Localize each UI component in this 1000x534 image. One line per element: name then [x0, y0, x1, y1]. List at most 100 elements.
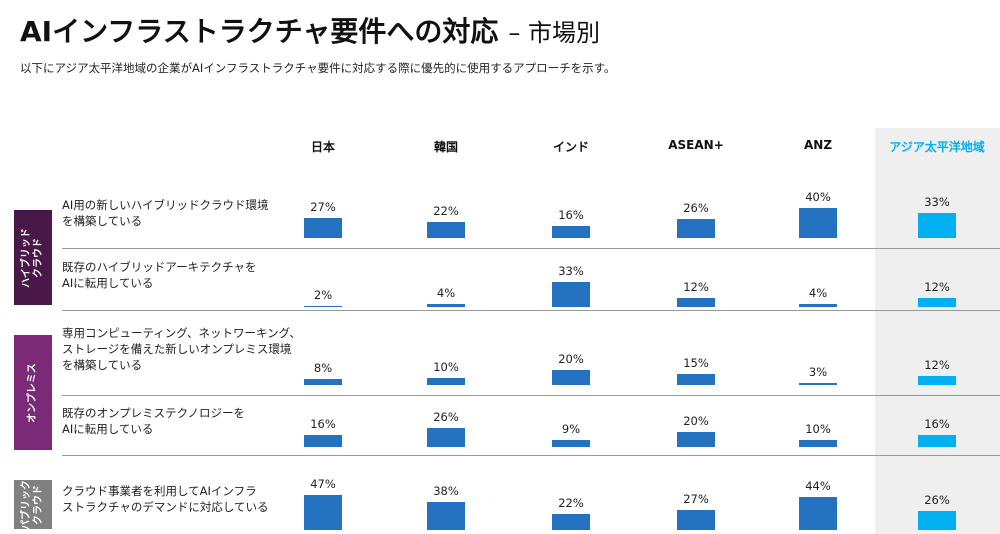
highlight-column	[875, 128, 1000, 534]
group-label: ハイブリッド クラウド	[14, 210, 52, 305]
value-label: 40%	[805, 190, 831, 204]
row-label-line: 既存のオンプレミステクノロジーを	[62, 406, 245, 420]
value-label: 22%	[558, 495, 584, 510]
bar	[918, 435, 956, 447]
bar	[427, 377, 465, 385]
subtitle: 以下にアジア太平洋地域の企業がAIインフラストラクチャ要件に対応する際に優先的に…	[20, 61, 616, 75]
value-label: 20%	[558, 352, 584, 366]
value-label: 15%	[683, 355, 709, 370]
value-label: 4%	[808, 286, 828, 300]
title: AIインフラストラクチャ要件への対応 – 市場別	[20, 10, 600, 50]
row-divider	[62, 395, 1000, 396]
bar	[304, 435, 342, 447]
row-label-line: 既存のハイブリッドアーキテクチャを	[62, 260, 257, 274]
row-label-line: を構築している	[62, 357, 143, 372]
column-header: ASEAN+	[668, 138, 724, 152]
group-label-text: オンプレミス	[27, 363, 39, 423]
value-label: 8%	[313, 361, 333, 375]
bar	[552, 282, 590, 307]
bar	[552, 226, 590, 238]
value-label: 47%	[310, 476, 336, 491]
bar	[552, 513, 590, 530]
group-label-line: パブリック	[21, 479, 32, 530]
value-label: 33%	[924, 195, 950, 210]
row-label: クラウド事業者を利用してAIインフラ ストラクチャのデマンドに対応している	[62, 483, 269, 515]
bar	[677, 373, 715, 385]
value-label: 26%	[433, 409, 459, 424]
value-label: 44%	[805, 479, 831, 493]
bar	[427, 501, 465, 530]
row-label-line: 専用コンピューティング、ネットワーキング、	[62, 325, 301, 340]
value-label: 10%	[433, 359, 459, 374]
row-label-line: クラウド事業者を利用してAIインフラ	[62, 483, 257, 498]
bar	[304, 217, 342, 238]
row-label-line: AIに転用している	[62, 422, 154, 436]
group-label-line: クラウド	[33, 237, 44, 278]
group-label-line: クラウド	[33, 484, 44, 525]
bar	[677, 218, 715, 238]
value-label: 27%	[310, 199, 336, 214]
value-label: 22%	[433, 203, 459, 218]
value-label: 9%	[561, 422, 581, 437]
column-header: インド	[552, 140, 589, 154]
bar	[304, 379, 342, 385]
row-label-line: を構築している	[62, 213, 143, 228]
value-label: 12%	[683, 280, 709, 294]
bar	[918, 298, 956, 307]
value-label: 27%	[683, 491, 709, 506]
bar	[677, 298, 715, 307]
row-label: 既存のハイブリッドアーキテクチャを AIに転用している	[62, 259, 256, 291]
column-header: アジア太平洋地域	[889, 140, 985, 154]
column-header: 韓国	[433, 140, 458, 154]
bar	[427, 427, 465, 447]
value-label: 2%	[313, 287, 333, 302]
bar	[552, 440, 590, 447]
value-label: 16%	[924, 417, 950, 431]
value-label: 12%	[924, 280, 950, 294]
bar	[677, 432, 715, 447]
group-label-text: ハイブリッド クラウド	[21, 228, 45, 288]
bar	[799, 382, 837, 385]
row-label-line: AIに転用している	[62, 276, 154, 290]
bar	[799, 304, 837, 307]
value-label: 10%	[805, 421, 831, 436]
row-label-line: ストラクチャのデマンドに対応している	[62, 499, 269, 514]
row-divider	[62, 455, 1000, 456]
bar	[799, 497, 837, 530]
group-label-text: パブリック クラウド	[21, 480, 45, 530]
bar	[918, 376, 956, 385]
value-label: 26%	[683, 200, 709, 215]
value-label: 16%	[310, 417, 336, 431]
group-label: オンプレミス	[14, 335, 52, 450]
value-label: 33%	[558, 264, 584, 279]
value-label: 3%	[808, 364, 828, 379]
group-label: パブリック クラウド	[14, 480, 52, 530]
value-label: 16%	[558, 208, 584, 222]
bar	[304, 305, 342, 307]
title-suffix: – 市場別	[508, 19, 601, 47]
value-label: 26%	[924, 492, 950, 507]
bar	[677, 509, 715, 530]
row-label: 専用コンピューティング、ネットワーキング、 ストレージを備えた新しいオンプレミス環…	[62, 325, 301, 373]
bar	[304, 494, 342, 530]
value-label: 38%	[433, 483, 459, 498]
column-header: 日本	[310, 140, 335, 154]
bar	[799, 208, 837, 238]
column-header: ANZ	[803, 138, 833, 152]
value-label: 20%	[683, 414, 709, 428]
value-label: 12%	[924, 358, 950, 372]
bar	[799, 439, 837, 447]
value-label: 4%	[436, 286, 456, 300]
bar	[427, 304, 465, 307]
bar	[427, 221, 465, 238]
group-label-line: オンプレミス	[27, 362, 38, 423]
row-label-line: AI用の新しいハイブリッドクラウド環境	[62, 197, 269, 212]
title-text: AIインフラストラクチャ要件への対応	[20, 15, 499, 48]
group-label-line: ハイブリッド	[21, 227, 32, 288]
row-divider	[62, 310, 1000, 311]
row-label-line: ストレージを備えた新しいオンプレミス環境	[62, 341, 292, 356]
row-label: 既存のオンプレミステクノロジーを AIに転用している	[62, 405, 245, 437]
row-divider	[62, 248, 1000, 249]
bar	[918, 510, 956, 530]
